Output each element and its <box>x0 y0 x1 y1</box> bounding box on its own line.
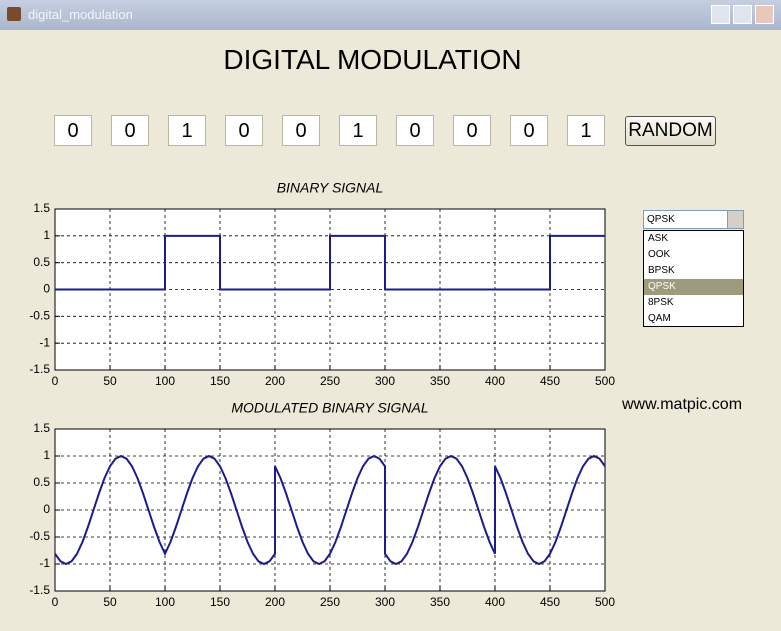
dropdown-option[interactable]: OOK <box>648 249 671 260</box>
x-tick-label: 200 <box>265 374 285 388</box>
x-tick-label: 250 <box>320 374 340 388</box>
y-tick-label: -0.5 <box>29 309 50 323</box>
x-tick-label: 400 <box>485 374 505 388</box>
close-button[interactable] <box>755 5 774 24</box>
x-tick-label: 450 <box>540 374 560 388</box>
y-tick-label: 1.5 <box>33 421 50 435</box>
y-tick-label: 0 <box>43 282 50 296</box>
x-tick-label: 150 <box>210 374 230 388</box>
y-tick-label: -1.5 <box>29 362 50 376</box>
watermark: www.matpic.com <box>622 396 743 413</box>
x-tick-label: 50 <box>103 595 117 609</box>
x-tick-label: 300 <box>375 374 395 388</box>
y-tick-label: -1.5 <box>29 583 50 597</box>
y-tick-label: 0.5 <box>33 475 50 489</box>
bit-input[interactable]: 1 <box>168 115 206 146</box>
dropdown-value: QPSK <box>647 214 675 225</box>
title-bar: digital_modulation <box>0 0 781 30</box>
x-tick-label: 200 <box>265 595 285 609</box>
maximize-button[interactable] <box>733 5 752 24</box>
signal-line <box>54 454 606 566</box>
y-tick-label: 1.5 <box>33 201 50 215</box>
x-tick-label: 50 <box>103 374 117 388</box>
y-tick-label: -1 <box>39 335 50 349</box>
window-title: digital_modulation <box>28 7 133 22</box>
dropdown-option[interactable]: QPSK <box>644 279 743 295</box>
bit-input[interactable]: 0 <box>282 115 320 146</box>
x-tick-label: 0 <box>52 374 59 388</box>
chart-title: MODULATED BINARY SIGNAL <box>231 400 428 416</box>
minimize-button[interactable] <box>711 5 730 24</box>
y-tick-label: -0.5 <box>29 529 50 543</box>
x-tick-label: 150 <box>210 595 230 609</box>
bit-input[interactable]: 0 <box>225 115 263 146</box>
app-icon <box>7 7 21 21</box>
dropdown[interactable]: QPSK <box>643 210 744 229</box>
x-tick-label: 350 <box>430 595 450 609</box>
bit-input[interactable]: 0 <box>453 115 491 146</box>
dropdown-list: ASK OOK BPSK QPSK 8PSK QAM <box>643 230 744 327</box>
x-tick-label: 350 <box>430 374 450 388</box>
chart-title: BINARY SIGNAL <box>277 180 384 196</box>
x-tick-label: 300 <box>375 595 395 609</box>
bit-input[interactable]: 0 <box>510 115 548 146</box>
heading: DIGITAL MODULATION <box>223 44 522 75</box>
bit-input[interactable]: 1 <box>567 115 605 146</box>
x-tick-label: 0 <box>52 595 59 609</box>
y-tick-label: 1 <box>43 448 50 462</box>
bit-input[interactable]: 0 <box>396 115 434 146</box>
x-tick-label: 450 <box>540 595 560 609</box>
bit-input[interactable]: 1 <box>339 115 377 146</box>
x-tick-label: 500 <box>595 595 615 609</box>
dropdown-option[interactable]: 8PSK <box>648 297 674 308</box>
y-tick-label: -1 <box>39 556 50 570</box>
dropdown-arrow[interactable] <box>727 211 743 228</box>
bit-input[interactable]: 0 <box>54 115 92 146</box>
dropdown-option[interactable]: ASK <box>648 233 669 244</box>
x-tick-label: 100 <box>155 595 175 609</box>
y-tick-label: 0 <box>43 502 50 516</box>
random-button[interactable]: RANDOM <box>625 116 716 146</box>
y-tick-label: 0.5 <box>33 255 50 269</box>
x-tick-label: 500 <box>595 374 615 388</box>
dropdown-option[interactable]: BPSK <box>648 265 675 276</box>
signal-line <box>55 234 605 291</box>
y-tick-label: 1 <box>43 228 50 242</box>
x-tick-label: 400 <box>485 595 505 609</box>
dropdown-option[interactable]: QAM <box>648 313 671 324</box>
bit-input[interactable]: 0 <box>111 115 149 146</box>
plot-frame <box>54 428 606 592</box>
x-tick-label: 100 <box>155 374 175 388</box>
x-tick-label: 250 <box>320 595 340 609</box>
